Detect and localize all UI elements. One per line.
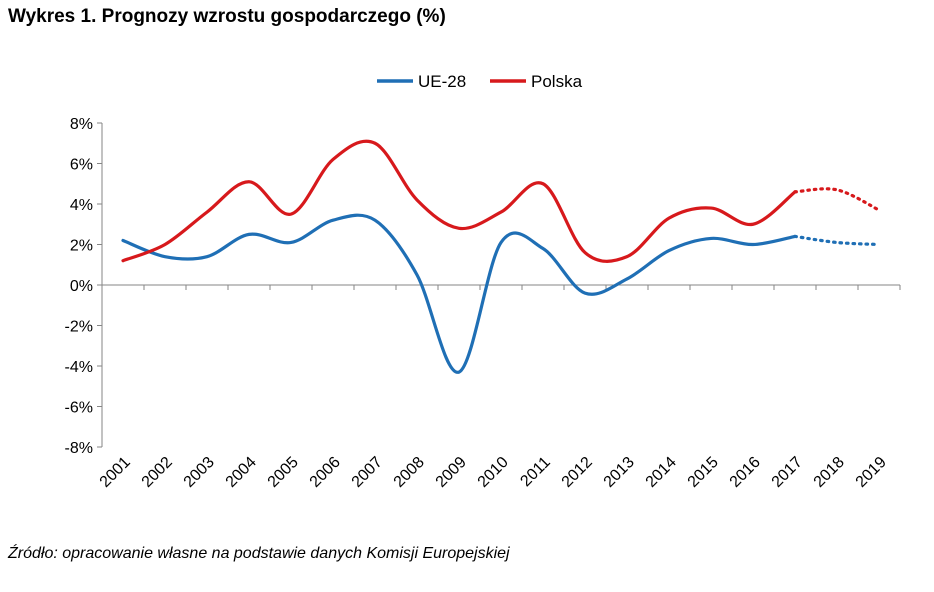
x-tick-label: 2014 — [643, 454, 680, 491]
legend-label-polska: Polska — [531, 72, 583, 91]
series-layer — [121, 139, 881, 374]
y-tick-label: -4% — [65, 359, 93, 376]
x-tick-label: 2019 — [853, 454, 890, 491]
y-tick-label: -8% — [65, 440, 93, 457]
x-tick-label: 2013 — [601, 454, 638, 491]
x-tick-label: 2018 — [811, 454, 848, 491]
x-tick-label: 2004 — [223, 454, 260, 491]
chart-legend: UE-28 Polska — [377, 72, 583, 91]
series-forecast-line-ue-28 — [793, 234, 881, 247]
series-line-ue-28 — [121, 213, 797, 374]
x-tick-label: 2002 — [139, 454, 176, 491]
y-tick-label: -2% — [65, 319, 93, 336]
legend-label-ue-28: UE-28 — [418, 72, 466, 91]
x-tick-label: 2001 — [97, 454, 134, 491]
x-tick-label: 2005 — [265, 454, 302, 491]
x-tick-label: 2012 — [559, 454, 596, 491]
y-tick-label: 2% — [70, 238, 93, 255]
y-tick-label: 6% — [70, 157, 93, 174]
y-tick-label: 0% — [70, 278, 93, 295]
x-tick-label: 2003 — [181, 454, 218, 491]
series-line-polska — [121, 139, 797, 263]
x-tick-label: 2011 — [517, 454, 553, 490]
y-tick-label: 4% — [70, 197, 93, 214]
series-forecast-line-polska — [793, 187, 881, 212]
x-tick-label: 2007 — [349, 454, 386, 491]
chart-title: Wykres 1. Prognozy wzrostu gospodarczego… — [8, 6, 446, 27]
y-axis: 8% 6% 4% 2% 0% -2% -4% -6% -8% — [65, 116, 103, 457]
x-axis: 2001 2002 2003 2004 2005 2006 2007 2008 2009 2010… — [97, 284, 901, 491]
x-tick-label: 2010 — [475, 454, 512, 491]
x-tick-label: 2016 — [727, 454, 764, 491]
source-note: Źródło: opracowanie własne na podstawie … — [8, 545, 510, 562]
x-tick-label: 2008 — [391, 454, 428, 491]
x-tick-label: 2015 — [685, 454, 722, 491]
line-chart: UE-28 Polska 8%6%4%2%0%-2%-4%-6%-8% 2001 2… — [65, 72, 901, 491]
x-tick-label: 2017 — [769, 454, 806, 491]
x-tick-label: 2009 — [433, 454, 470, 491]
y-tick-label: -6% — [65, 400, 93, 417]
y-tick-label: 8% — [70, 116, 93, 133]
x-tick-label: 2006 — [307, 454, 344, 491]
